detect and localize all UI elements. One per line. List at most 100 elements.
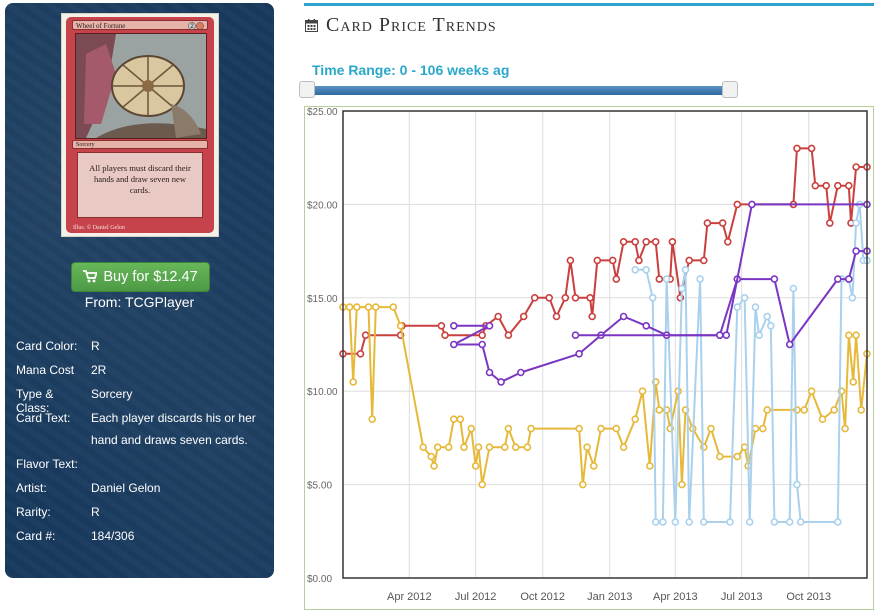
data-point xyxy=(631,238,640,246)
slider-handle-end[interactable] xyxy=(722,81,738,98)
card-illustrator: Illus. © Daniel Gelon xyxy=(73,225,125,231)
y-axis-ticks: $0.00 $5.00 $10.00 $15.00 $20.00 $25.00 xyxy=(307,107,338,585)
data-point xyxy=(726,518,734,526)
data-point xyxy=(561,294,570,302)
detail-label: Type & Class: xyxy=(16,387,54,415)
detail-value: Each player discards his or her hand and… xyxy=(91,411,256,447)
price-chart: $0.00 $5.00 $10.00 $15.00 $20.00 $25.00 Apr 2… xyxy=(304,106,874,610)
y-tick-label: $5.00 xyxy=(307,481,332,492)
data-point xyxy=(364,303,373,311)
data-point xyxy=(356,350,365,358)
data-point xyxy=(619,312,628,321)
data-point xyxy=(807,144,816,153)
data-point xyxy=(619,238,628,246)
data-point xyxy=(456,415,465,424)
data-point xyxy=(631,415,640,424)
card-name: Wheel of Fortune xyxy=(76,22,126,30)
data-point xyxy=(830,406,839,414)
data-point xyxy=(811,181,820,190)
detail-type-class: Type & Class: Sorcery xyxy=(16,387,271,415)
data-point xyxy=(722,331,731,339)
data-point xyxy=(655,275,664,283)
data-point xyxy=(740,443,749,452)
data-point xyxy=(396,322,405,330)
series-line xyxy=(452,250,867,383)
card-type-line: Sorcery xyxy=(72,140,208,149)
x-tick-label: Oct 2012 xyxy=(520,591,565,603)
data-point xyxy=(430,462,438,470)
data-point xyxy=(707,424,715,433)
data-point xyxy=(450,340,458,349)
data-point xyxy=(852,247,860,255)
data-point xyxy=(833,181,842,190)
data-point xyxy=(471,462,480,470)
slider-handle-start[interactable] xyxy=(299,81,315,98)
data-point xyxy=(678,284,686,293)
data-point xyxy=(766,322,775,330)
card-details: Card Color: R Mana Cost 2R Type & Class:… xyxy=(16,339,271,553)
data-point xyxy=(511,443,520,452)
card-info-panel: Wheel of Fortune 2 xyxy=(5,3,274,578)
data-point xyxy=(751,303,760,311)
data-point xyxy=(608,256,617,265)
x-tick-label: Apr 2012 xyxy=(387,591,432,603)
data-point xyxy=(857,406,866,414)
data-point xyxy=(696,275,704,283)
data-point xyxy=(818,415,827,424)
data-point xyxy=(844,181,853,190)
y-tick-label: $25.00 xyxy=(307,107,338,118)
data-point xyxy=(545,294,553,302)
data-point xyxy=(745,518,754,526)
x-tick-label: Oct 2013 xyxy=(786,591,831,603)
time-range-label: Time Range: 0 - 106 weeks ag xyxy=(312,62,510,78)
detail-value: R xyxy=(91,505,100,519)
y-tick-label: $15.00 xyxy=(307,294,338,305)
data-point xyxy=(593,256,602,265)
x-axis-ticks: Apr 2012 Jul 2012 Oct 2012 Jan 2013 Apr 2013… xyxy=(387,591,831,603)
detail-label: Card Color: xyxy=(16,339,78,353)
data-point xyxy=(678,480,686,489)
data-point xyxy=(662,275,671,283)
data-point xyxy=(578,480,587,489)
buy-source: From: TCGPlayer xyxy=(84,294,195,310)
data-point xyxy=(651,518,660,526)
buy-button[interactable]: Buy for $12.47 xyxy=(71,262,210,292)
card-mana-symbols: 2 xyxy=(188,22,204,33)
card-rules-text: All players must discard their hands and… xyxy=(77,152,203,218)
detail-label: Artist: xyxy=(16,481,47,495)
section-title-text: Card Price Trends xyxy=(326,14,497,36)
data-point xyxy=(583,443,591,452)
data-point xyxy=(619,443,628,452)
x-tick-label: Jan 2013 xyxy=(587,591,632,603)
data-point xyxy=(841,424,849,433)
data-point xyxy=(655,406,664,414)
data-point xyxy=(685,518,694,526)
detail-label: Mana Cost xyxy=(16,363,75,377)
data-point xyxy=(427,452,435,461)
section-title: Card Price Trends xyxy=(305,14,497,38)
data-point xyxy=(733,452,742,461)
data-point xyxy=(478,340,486,349)
data-point xyxy=(368,415,376,424)
data-point xyxy=(755,331,763,339)
calendar-icon xyxy=(305,15,318,38)
data-point xyxy=(612,424,621,433)
data-point xyxy=(844,275,853,283)
data-point xyxy=(575,350,583,358)
data-point xyxy=(807,387,816,396)
data-point xyxy=(433,443,442,452)
data-point xyxy=(715,452,724,461)
data-point xyxy=(648,294,657,302)
data-point xyxy=(631,266,640,274)
time-range-slider[interactable] xyxy=(299,81,738,98)
x-tick-label: Jul 2013 xyxy=(721,591,763,603)
data-point xyxy=(485,443,494,452)
data-point xyxy=(825,219,834,227)
x-tick-label: Apr 2013 xyxy=(653,591,698,603)
card-image: Wheel of Fortune 2 xyxy=(61,13,219,237)
data-point xyxy=(751,424,760,433)
data-point xyxy=(715,331,724,339)
data-point xyxy=(638,387,647,396)
data-point xyxy=(844,331,853,339)
y-tick-label: $10.00 xyxy=(307,387,338,398)
